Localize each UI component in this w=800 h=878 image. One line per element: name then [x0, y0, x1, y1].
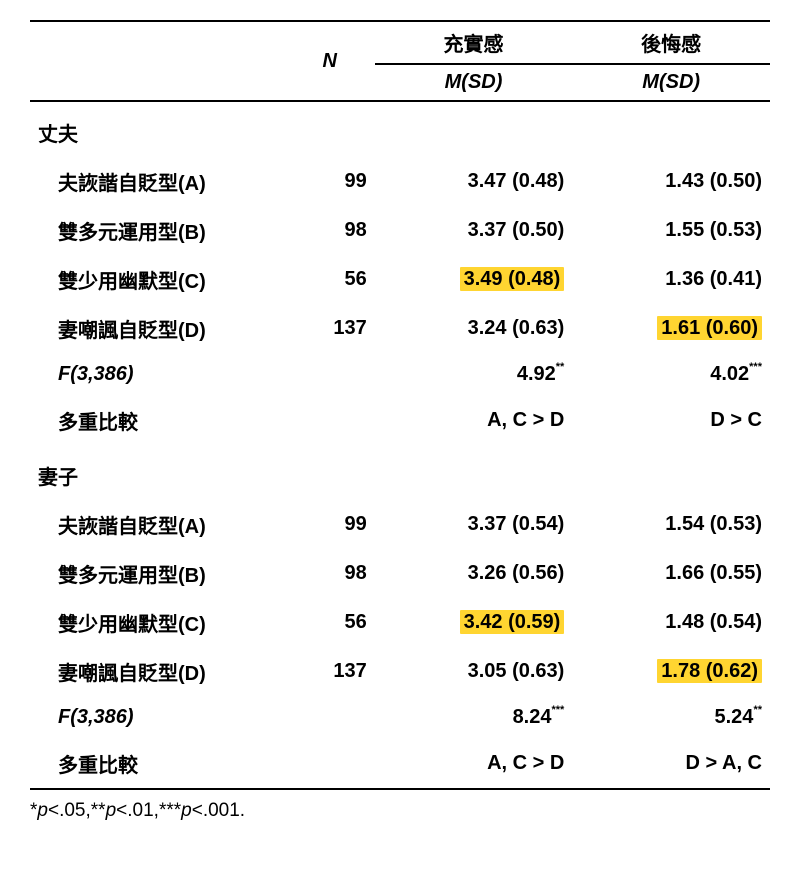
f-label: F(3,386) — [30, 353, 285, 396]
col1-header: 充實感 — [375, 21, 573, 64]
row-n: 56 — [285, 255, 375, 304]
row-label: 妻嘲諷自貶型(D) — [30, 647, 285, 696]
f-c1: 8.24*** — [375, 696, 573, 739]
table-row: 雙少用幽默型(C)563.42 (0.59)1.48 (0.54) — [30, 598, 770, 647]
row-label: 夫詼諧自貶型(A) — [30, 157, 285, 206]
section-title: 妻子 — [30, 445, 770, 500]
footnote-t3: <.001. — [192, 800, 245, 821]
row-c1: 3.47 (0.48) — [375, 157, 573, 206]
row-c1: 3.05 (0.63) — [375, 647, 573, 696]
stats-table: N 充實感 後悔感 M(SD) M(SD) 丈夫夫詼諧自貶型(A)993.47 … — [30, 20, 770, 790]
col-n-header: N — [285, 21, 375, 101]
row-n: 137 — [285, 304, 375, 353]
row-n: 98 — [285, 206, 375, 255]
row-label: 雙多元運用型(B) — [30, 549, 285, 598]
row-label: 雙少用幽默型(C) — [30, 255, 285, 304]
row-n: 98 — [285, 549, 375, 598]
row-n: 99 — [285, 157, 375, 206]
row-n: 56 — [285, 598, 375, 647]
row-c2: 1.43 (0.50) — [572, 157, 770, 206]
table-row: 妻嘲諷自貶型(D)1373.05 (0.63)1.78 (0.62) — [30, 647, 770, 696]
table-row: 夫詼諧自貶型(A)993.37 (0.54)1.54 (0.53) — [30, 500, 770, 549]
compare-n — [285, 739, 375, 789]
footnote-p2: p — [106, 800, 117, 821]
table-row: 妻嘲諷自貶型(D)1373.24 (0.63)1.61 (0.60) — [30, 304, 770, 353]
table-row: 雙多元運用型(B)983.37 (0.50)1.55 (0.53) — [30, 206, 770, 255]
row-label: 妻嘲諷自貶型(D) — [30, 304, 285, 353]
f-row: F(3,386) 8.24***5.24** — [30, 696, 770, 739]
row-label: 夫詼諧自貶型(A) — [30, 500, 285, 549]
compare-label: 多重比較 — [30, 396, 285, 445]
footnote-t1: <.05, — [48, 800, 91, 821]
row-c1: 3.37 (0.50) — [375, 206, 573, 255]
footnote-star3: *** — [159, 800, 181, 821]
footnote-t2: <.01, — [116, 800, 159, 821]
f-row: F(3,386) 4.92**4.02*** — [30, 353, 770, 396]
row-c1: 3.37 (0.54) — [375, 500, 573, 549]
row-c1: 3.49 (0.48) — [375, 255, 573, 304]
f-c1: 4.92** — [375, 353, 573, 396]
compare-c1: A, C > D — [375, 396, 573, 445]
row-label: 雙多元運用型(B) — [30, 206, 285, 255]
compare-label: 多重比較 — [30, 739, 285, 789]
row-c1: 3.24 (0.63) — [375, 304, 573, 353]
footnote-p1: p — [37, 800, 48, 821]
compare-row: 多重比較 A, C > DD > A, C — [30, 739, 770, 789]
row-c2: 1.78 (0.62) — [572, 647, 770, 696]
col2-subheader: M(SD) — [572, 64, 770, 101]
table-row: 夫詼諧自貶型(A)993.47 (0.48)1.43 (0.50) — [30, 157, 770, 206]
footnote-star2: ** — [91, 800, 106, 821]
f-c2: 5.24** — [572, 696, 770, 739]
compare-n — [285, 396, 375, 445]
compare-row: 多重比較 A, C > DD > C — [30, 396, 770, 445]
row-c2: 1.54 (0.53) — [572, 500, 770, 549]
row-c1: 3.26 (0.56) — [375, 549, 573, 598]
table-row: 雙少用幽默型(C)563.49 (0.48)1.36 (0.41) — [30, 255, 770, 304]
f-n — [285, 353, 375, 396]
compare-c2: D > A, C — [572, 739, 770, 789]
section-title: 丈夫 — [30, 101, 770, 157]
row-c2: 1.61 (0.60) — [572, 304, 770, 353]
f-label: F(3,386) — [30, 696, 285, 739]
row-n: 99 — [285, 500, 375, 549]
footnote-p3: p — [181, 800, 192, 821]
row-c2: 1.55 (0.53) — [572, 206, 770, 255]
row-n: 137 — [285, 647, 375, 696]
table-body: 丈夫夫詼諧自貶型(A)993.47 (0.48)1.43 (0.50)雙多元運用… — [30, 101, 770, 789]
row-c2: 1.66 (0.55) — [572, 549, 770, 598]
row-c2: 1.36 (0.41) — [572, 255, 770, 304]
col1-subheader: M(SD) — [375, 64, 573, 101]
row-c1: 3.42 (0.59) — [375, 598, 573, 647]
compare-c2: D > C — [572, 396, 770, 445]
f-n — [285, 696, 375, 739]
compare-c1: A, C > D — [375, 739, 573, 789]
row-c2: 1.48 (0.54) — [572, 598, 770, 647]
f-c2: 4.02*** — [572, 353, 770, 396]
footnote: *p<.05,**p<.01,***p<.001. — [30, 790, 770, 822]
col2-header: 後悔感 — [572, 21, 770, 64]
table-row: 雙多元運用型(B)983.26 (0.56)1.66 (0.55) — [30, 549, 770, 598]
row-label: 雙少用幽默型(C) — [30, 598, 285, 647]
col-blank — [30, 21, 285, 101]
